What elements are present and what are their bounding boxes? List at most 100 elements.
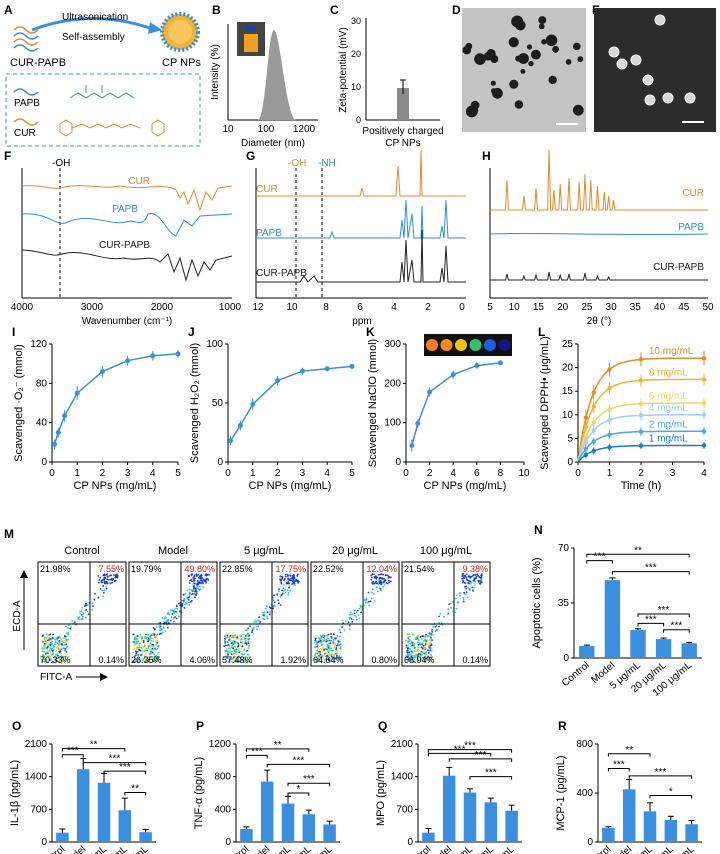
flow-event bbox=[204, 579, 207, 582]
category-label: Control bbox=[560, 660, 592, 689]
ytick-label: 200 bbox=[384, 378, 401, 389]
flow-event bbox=[151, 658, 154, 660]
y-axis-label: TNF-α (pg/mL) bbox=[193, 757, 205, 829]
flow-event bbox=[41, 639, 43, 642]
flow-event bbox=[81, 615, 84, 618]
flow-event bbox=[409, 659, 412, 662]
flow-event bbox=[56, 642, 59, 645]
xrd-cur bbox=[490, 149, 708, 211]
flow-event bbox=[165, 619, 168, 622]
flow-event bbox=[468, 589, 471, 591]
flow-event bbox=[355, 611, 358, 613]
flow-event bbox=[242, 660, 245, 662]
papb-structure-icon bbox=[69, 85, 135, 99]
flow-event bbox=[109, 582, 112, 585]
flow-event bbox=[472, 574, 475, 577]
flow-event bbox=[91, 608, 94, 611]
tick-g-1: 10 bbox=[286, 302, 298, 313]
flow-event bbox=[143, 645, 146, 647]
flow-event bbox=[461, 575, 464, 577]
flow-title: 5 μg/mL bbox=[244, 545, 284, 557]
flow-event bbox=[171, 613, 174, 615]
flow-event bbox=[135, 650, 137, 653]
flow-event bbox=[428, 658, 431, 661]
flow-event bbox=[231, 635, 234, 637]
flow-event bbox=[265, 605, 268, 608]
significance-bracket bbox=[611, 571, 690, 575]
flow-event bbox=[427, 635, 430, 638]
flow-event bbox=[405, 646, 408, 649]
flow-event bbox=[54, 657, 57, 660]
flow-event bbox=[424, 651, 427, 654]
flow-event bbox=[268, 613, 271, 616]
tick-h-45: 45 bbox=[678, 302, 690, 313]
flow-event bbox=[348, 618, 351, 620]
flow-event bbox=[64, 635, 66, 638]
flow-event bbox=[431, 631, 433, 633]
flow-event bbox=[279, 575, 282, 578]
flow-event bbox=[97, 596, 100, 599]
tick-b-1: 100 bbox=[258, 124, 275, 135]
flow-event bbox=[189, 579, 191, 582]
nmr-curpapb bbox=[256, 229, 466, 283]
flow-event bbox=[293, 582, 296, 585]
flow-event bbox=[278, 602, 280, 605]
flow-event bbox=[293, 574, 295, 576]
flow-event bbox=[325, 655, 328, 657]
tick-g-5: 2 bbox=[425, 302, 431, 313]
flow-event bbox=[70, 625, 72, 628]
flow-event bbox=[74, 620, 77, 623]
flow-event bbox=[199, 579, 202, 581]
flow-event bbox=[103, 577, 106, 580]
panel-letter-b: B bbox=[212, 3, 221, 17]
data-line bbox=[411, 362, 501, 446]
significance-label: *** bbox=[475, 750, 487, 761]
significance-label: *** bbox=[119, 762, 131, 773]
y-axis-label: MPO (pg/mL) bbox=[375, 760, 387, 826]
flow-event bbox=[407, 645, 409, 647]
flow-event bbox=[287, 582, 290, 585]
flow-event bbox=[408, 640, 411, 643]
flow-event bbox=[336, 642, 339, 645]
flow-event bbox=[197, 573, 200, 576]
panel-letter-m: M bbox=[4, 527, 14, 541]
flow-event bbox=[102, 574, 105, 577]
flow-event bbox=[255, 621, 257, 623]
legend-cur: CUR bbox=[14, 128, 36, 139]
flow-event bbox=[266, 611, 269, 614]
flow-event bbox=[103, 592, 105, 594]
flow-event bbox=[248, 659, 251, 662]
bar bbox=[240, 828, 253, 842]
flow-event bbox=[417, 650, 420, 652]
flow-event bbox=[159, 629, 161, 631]
significance-bracket bbox=[427, 752, 492, 757]
flow-event bbox=[235, 653, 237, 656]
tick-g-3: 6 bbox=[357, 302, 363, 313]
tem-particle bbox=[472, 107, 479, 114]
flow-event bbox=[314, 636, 316, 639]
flow-event bbox=[287, 581, 289, 583]
flow-event bbox=[339, 647, 342, 650]
category-label: Model bbox=[60, 844, 88, 854]
sem-particle bbox=[684, 92, 696, 104]
flow-event bbox=[227, 644, 230, 646]
flow-event bbox=[226, 655, 229, 657]
tick-g-2: 8 bbox=[323, 302, 329, 313]
flow-event bbox=[421, 638, 423, 641]
flow-event bbox=[330, 654, 333, 656]
flow-event bbox=[427, 655, 430, 658]
flow-event bbox=[223, 645, 226, 647]
flow-event bbox=[60, 643, 63, 646]
flow-event bbox=[368, 604, 371, 607]
flow-event bbox=[189, 601, 192, 603]
series-label: 4 mg/mL bbox=[649, 403, 688, 414]
flow-event bbox=[464, 574, 467, 577]
flow-event bbox=[84, 605, 86, 607]
flow-event bbox=[56, 638, 58, 641]
data-point bbox=[237, 422, 243, 428]
flow-event bbox=[240, 650, 242, 653]
flow-event bbox=[52, 637, 54, 640]
flow-event bbox=[227, 642, 230, 645]
flow-event bbox=[171, 609, 174, 611]
